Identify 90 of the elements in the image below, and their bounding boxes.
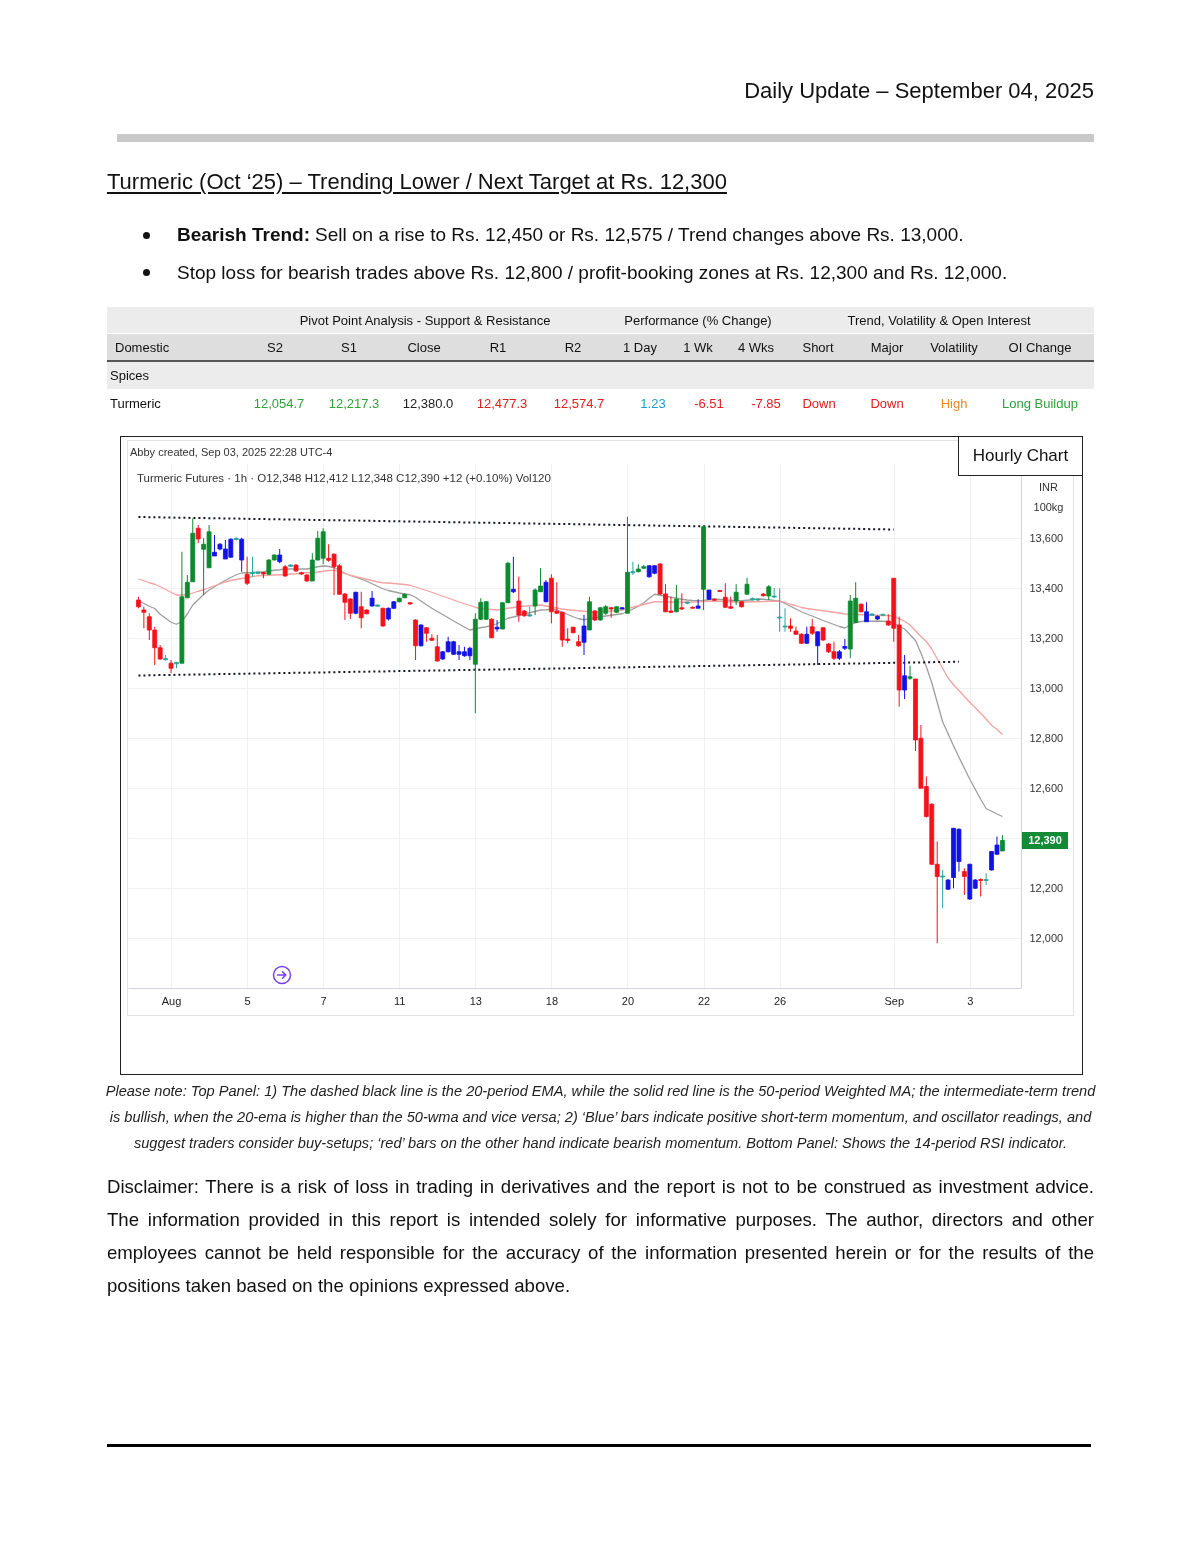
- text: -6.51: [694, 394, 724, 412]
- text: Stop loss for bearish trades above Rs. 12,800 / profit-booking zones at Rs. 12,300 and Rs. 12,000.: [177, 260, 1008, 285]
- text: Spices: [110, 366, 150, 384]
- text: Please note: Top Panel: 1) The dashed black line is the 20-period EMA, while the solid red line is the 50-period Weighted MA; the intermediate-term trend is bullish, when the 20-ema is higher than the 50-wma and vice versa; 2) ‘Blue’ bars indicate positive short-term momentum, and oscillator readings, and suggest traders consider buy-setups; ‘red’ bars on the other hand indicate bearish momentum. Bottom Panel: Shows the 14-period RSI indicator.: [104, 1082, 1097, 1153]
- text: Close: [407, 338, 441, 356]
- text: Long Buildup: [1002, 394, 1078, 412]
- text: 1 Wk: [683, 338, 713, 356]
- text: R1: [489, 338, 507, 356]
- text: Down: [870, 394, 904, 412]
- y-tick-label: 12,000: [1029, 931, 1063, 944]
- text: Short: [802, 338, 834, 356]
- line-series: [136, 516, 895, 531]
- candlestick: [814, 631, 820, 666]
- candlestick: [983, 872, 989, 886]
- text: Disclaimer: There is a risk of loss in trading in derivatives and the report is not to be construed as investment advice. The information provided in this report is intended solely for informative purposes. The author, directors and other employees cannot be held responsible for the accuracy of the information presented herein or for the results of the positions taken based on the opinions expressed above.: [107, 1175, 1094, 1298]
- text: 12,380.0: [402, 394, 454, 412]
- candlestick: [238, 537, 244, 573]
- candlestick: [939, 869, 945, 909]
- candlestick: [494, 619, 499, 633]
- text: Domestic: [115, 338, 170, 356]
- y-tick-label: 12,600: [1029, 781, 1063, 794]
- text: S1: [341, 338, 357, 356]
- text: Abby created, Sep 03, 2025 22:28 UTC-4: [130, 445, 333, 459]
- x-tick-label: Aug: [161, 994, 181, 1007]
- candlestick: [418, 623, 423, 647]
- y-tick-label: 13,000: [1029, 681, 1063, 694]
- y-tick-label: 13,200: [1029, 631, 1063, 644]
- x-tick-label: 13: [469, 994, 482, 1007]
- candlestick: [510, 556, 516, 594]
- text: 12,477.3: [476, 394, 528, 412]
- y-tick-label: 13,400: [1029, 581, 1063, 594]
- chart-title: Turmeric (Oct ‘25) – Trending Lower / Next Target at Rs. 12,300: [107, 167, 727, 196]
- x-tick-label: 20: [621, 994, 634, 1007]
- text: Bearish Trend:: [177, 224, 311, 245]
- x-tick-label: Sep: [883, 994, 904, 1007]
- y-tick-label: 13,600: [1029, 531, 1063, 544]
- text: R2: [564, 338, 582, 356]
- candlestick: [695, 598, 701, 609]
- text: OI Change: [1008, 338, 1072, 356]
- x-tick-label: 18: [545, 994, 558, 1007]
- annotation: Hourly Chart: [958, 436, 1083, 476]
- candlestick: [673, 584, 679, 613]
- text: 4 Wks: [737, 338, 775, 356]
- text: Daily Update – September 04, 2025: [744, 76, 1094, 105]
- text: 12,054.7: [253, 394, 305, 412]
- candlestick: [227, 537, 233, 558]
- candlestick: [581, 614, 586, 656]
- text: High: [940, 394, 968, 412]
- x-tick-label: 3: [966, 994, 973, 1007]
- candlestick: [211, 534, 217, 557]
- candlestick: [782, 607, 787, 633]
- x-tick-label: 7: [320, 994, 327, 1007]
- candlestick: [140, 606, 146, 629]
- candlestick: [428, 633, 434, 642]
- candlestick: [244, 556, 250, 586]
- annotation: Turmeric Futures · 1h · O12,348 H12,412 L12,348 C12,390 +12 (+0.10%) Vol120: [137, 470, 551, 486]
- text: -7.85: [751, 394, 781, 412]
- text: 1.23: [640, 394, 666, 412]
- candlestick: [907, 665, 912, 681]
- text: S2: [267, 338, 283, 356]
- text: Volatility: [930, 338, 978, 356]
- line-series: [136, 660, 960, 677]
- text: Performance (% Change): [624, 311, 772, 329]
- x-tick-label: 11: [393, 994, 405, 1007]
- candlestick: [977, 877, 983, 897]
- candlestick: [195, 524, 201, 544]
- text: Down: [802, 394, 836, 412]
- candlestick: [776, 587, 782, 633]
- candlestick: [733, 583, 739, 606]
- text: Major: [870, 338, 904, 356]
- text: 12,217.3: [328, 394, 380, 412]
- text: Pivot Point Analysis - Support & Resistance: [299, 311, 551, 329]
- x-tick-label: 22: [697, 994, 710, 1007]
- candlestick: [630, 561, 635, 576]
- candlestick: [961, 867, 967, 896]
- y-axis-title: INR 100kg: [1033, 480, 1063, 513]
- text: 1 Day: [623, 338, 657, 356]
- text: 12,574.7: [553, 394, 605, 412]
- candlestick: [901, 654, 907, 700]
- x-tick-label: 5: [244, 994, 251, 1007]
- x-tick-label: 26: [773, 994, 786, 1007]
- candlestick: [168, 659, 173, 674]
- text: Trend, Volatility & Open Interest: [847, 311, 1031, 329]
- y-tick-label: 12,200: [1029, 881, 1063, 894]
- candlestick: [863, 601, 869, 623]
- text: Turmeric: [110, 394, 161, 412]
- text: Sell on a rise to Rs. 12,450 or Rs. 12,575 / Trend changes above Rs. 13,000.: [315, 224, 964, 245]
- y-tick-label: 12,800: [1029, 731, 1063, 744]
- text: 12,390: [1022, 832, 1068, 849]
- candlestick: [434, 634, 440, 663]
